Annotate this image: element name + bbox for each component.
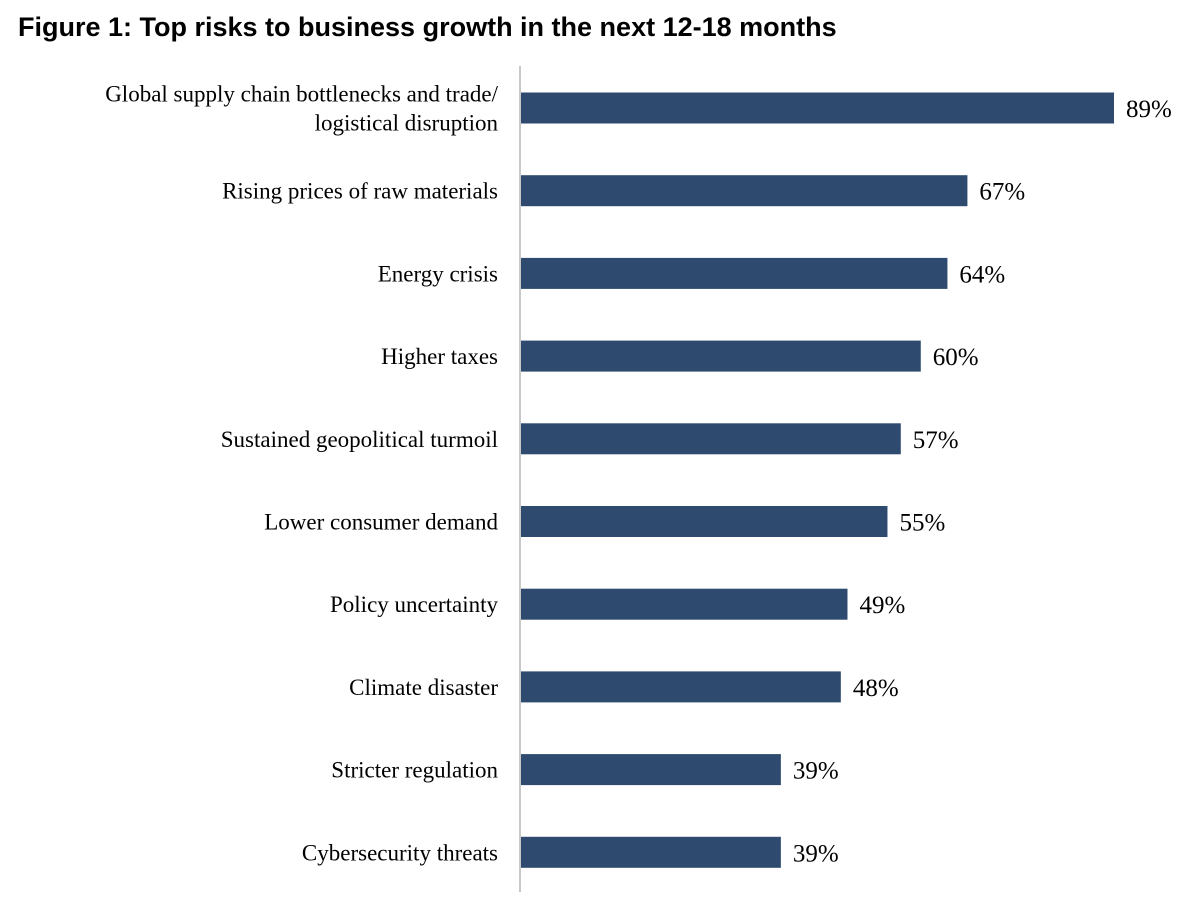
bar-6 xyxy=(521,588,848,620)
value-label-3: 60% xyxy=(933,344,979,371)
bar-4 xyxy=(521,423,901,455)
category-label-7: Climate disaster xyxy=(349,675,498,700)
value-label-0: 89% xyxy=(1126,96,1172,123)
value-label-1: 67% xyxy=(979,179,1025,206)
category-label-0-line-1: logistical disruption xyxy=(315,111,499,136)
bar-0 xyxy=(521,92,1114,124)
category-label-2: Energy crisis xyxy=(378,261,498,286)
bar-5 xyxy=(521,506,888,537)
value-label-6: 49% xyxy=(859,592,905,619)
value-label-2: 64% xyxy=(959,261,1005,288)
category-label-0-line-0: Global supply chain bottlenecks and trad… xyxy=(105,82,498,107)
value-label-5: 55% xyxy=(899,510,945,537)
category-label-9: Cybersecurity threats xyxy=(302,840,498,865)
value-label-8: 39% xyxy=(793,758,839,785)
value-label-9: 39% xyxy=(793,840,839,867)
bar-2 xyxy=(521,257,948,289)
category-label-1: Rising prices of raw materials xyxy=(222,179,498,204)
bar-9 xyxy=(521,836,781,868)
category-label-8: Stricter regulation xyxy=(331,758,498,783)
category-label-3: Higher taxes xyxy=(381,344,498,369)
category-label-4: Sustained geopolitical turmoil xyxy=(221,427,498,452)
bar-7 xyxy=(521,671,841,703)
category-label-6: Policy uncertainty xyxy=(330,592,498,617)
value-label-4: 57% xyxy=(913,427,959,454)
bar-3 xyxy=(521,340,921,372)
chart-title: Figure 1: Top risks to business growth i… xyxy=(18,12,837,42)
bar-1 xyxy=(521,175,968,207)
bar-8 xyxy=(521,754,781,786)
category-label-5: Lower consumer demand xyxy=(264,510,498,535)
value-label-7: 48% xyxy=(853,675,899,702)
